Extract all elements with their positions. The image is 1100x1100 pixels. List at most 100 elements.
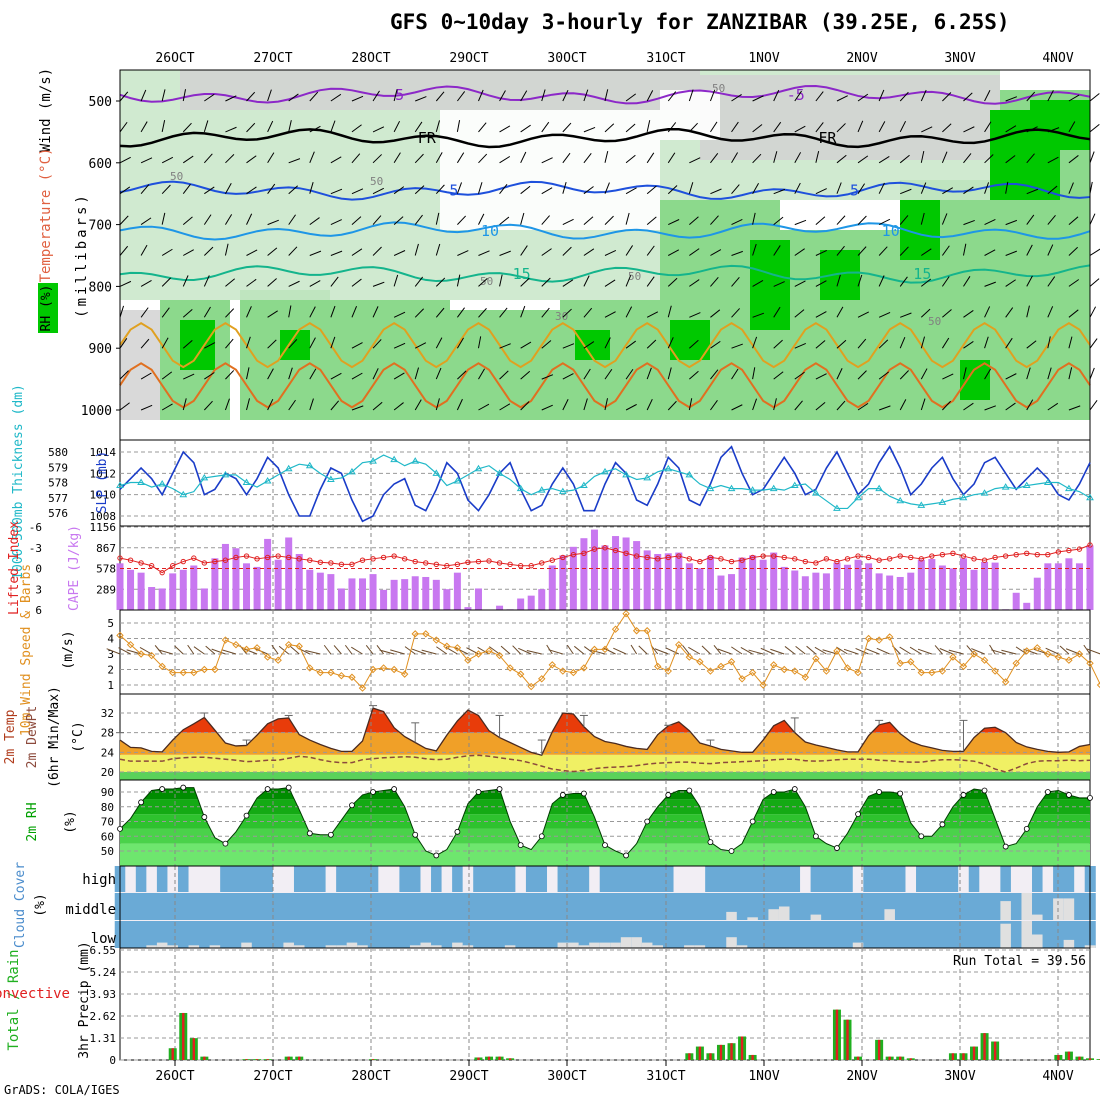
lifted-index-point	[950, 550, 956, 556]
wind-barb	[435, 120, 441, 133]
cloud-cell	[177, 921, 190, 948]
wind-barb	[814, 646, 827, 655]
cloud-fraction	[599, 942, 611, 948]
wind-barb	[499, 274, 503, 287]
cape-bar	[685, 563, 693, 610]
wind-barb	[225, 278, 236, 287]
wind-speed-point	[506, 664, 514, 672]
temp-line	[119, 707, 1091, 757]
wind-barb	[140, 404, 153, 411]
wind-barb	[963, 219, 975, 226]
wind-barb	[414, 243, 419, 256]
cape-bar	[738, 557, 746, 610]
precip-conv-axis-label: Convective	[0, 986, 70, 1002]
wind-barb	[140, 338, 150, 349]
lifted-index-point	[939, 551, 946, 558]
wind-barb	[941, 276, 950, 287]
cloud-cell	[536, 893, 548, 920]
wind-barb	[878, 311, 891, 318]
wind-speed-point	[801, 673, 810, 681]
rh-point	[306, 830, 313, 837]
cloud-cell	[388, 893, 400, 920]
cape-bar	[675, 552, 683, 610]
wind-barb	[604, 123, 615, 133]
lifted-index-point	[560, 554, 566, 561]
cloud-cell	[673, 866, 685, 892]
thickness-point	[1001, 483, 1010, 490]
wind-barb	[372, 90, 380, 102]
cape-bar	[221, 543, 229, 610]
wind-barb	[1047, 90, 1054, 102]
wind-barb	[752, 312, 765, 318]
precip-tick-label: 3.93	[90, 988, 117, 1001]
wind-barb	[182, 216, 193, 225]
cloud-fraction	[146, 945, 158, 948]
cloud-cell	[589, 921, 601, 948]
wind-speed-point	[632, 627, 641, 635]
lifted-index-point	[243, 553, 250, 559]
cape-bar	[380, 589, 388, 610]
wind-barb	[541, 374, 554, 380]
wind-barb	[836, 245, 845, 256]
cape-bar	[158, 588, 166, 610]
wind-barb	[1005, 155, 1016, 164]
wind-barb	[1045, 647, 1059, 655]
cloud-cell	[525, 866, 537, 892]
thickness-point	[558, 487, 567, 495]
lifted-index-point	[707, 554, 714, 561]
cloud-cell	[568, 921, 580, 948]
cloud-cell	[167, 921, 179, 948]
wind-barb	[193, 646, 205, 655]
precip-conv-bar	[1088, 1058, 1092, 1060]
rh-region-moist	[750, 240, 790, 330]
wind-barb	[963, 153, 972, 164]
wind-barb	[119, 121, 128, 133]
y-tick-label: 500	[89, 95, 112, 110]
thickness-tick-label: 580	[48, 446, 68, 459]
thickness-point	[875, 484, 884, 492]
rh-point	[812, 833, 819, 840]
chart-title: GFS 0~10day 3-hourly for ZANZIBAR (39.25…	[390, 10, 1010, 34]
wind-barb	[541, 157, 553, 164]
wind-barb	[748, 649, 764, 655]
wind-barb	[365, 644, 374, 655]
y-tick-label: 700	[89, 219, 112, 234]
top-date-label: 1NOV	[748, 51, 779, 66]
lifted-index-point	[264, 554, 271, 561]
rh-point	[1002, 843, 1009, 850]
cloud-cell	[852, 893, 864, 920]
wind-barb	[457, 370, 467, 380]
wind-barb	[372, 281, 385, 287]
wind-barb	[161, 371, 173, 380]
wind-barb	[689, 312, 701, 318]
wind-barb	[1047, 276, 1056, 287]
cloud-fraction	[357, 945, 369, 948]
cape-bar	[654, 553, 662, 610]
cloud-cell	[146, 921, 158, 948]
thickness-point	[917, 501, 926, 508]
wind-barb	[857, 311, 870, 318]
thickness-point	[221, 470, 230, 478]
cape-bar	[844, 564, 851, 610]
thickness-tick-label: 578	[48, 477, 68, 490]
temp-base-band	[120, 772, 1090, 780]
wind-speed-point	[221, 636, 230, 644]
wind-barb	[878, 218, 891, 226]
wind-barb	[731, 94, 742, 102]
rh-point	[370, 789, 376, 795]
precip-conv-bar	[951, 1053, 955, 1060]
top-date-label: 27OCT	[253, 51, 292, 66]
wind-barb	[667, 337, 674, 349]
wind-speed-point	[242, 645, 251, 654]
cloud-cell	[789, 866, 801, 892]
cloud-cell	[589, 866, 601, 892]
cloud-cell	[726, 921, 738, 948]
wind-barb	[140, 89, 147, 102]
cloud-cell	[146, 893, 158, 920]
wind-barb	[710, 215, 719, 225]
wind-barb	[836, 646, 848, 655]
wind-barb	[246, 398, 250, 411]
wind-speed-point	[664, 667, 672, 675]
wind-barb	[836, 339, 847, 349]
wind-barb	[182, 122, 192, 133]
